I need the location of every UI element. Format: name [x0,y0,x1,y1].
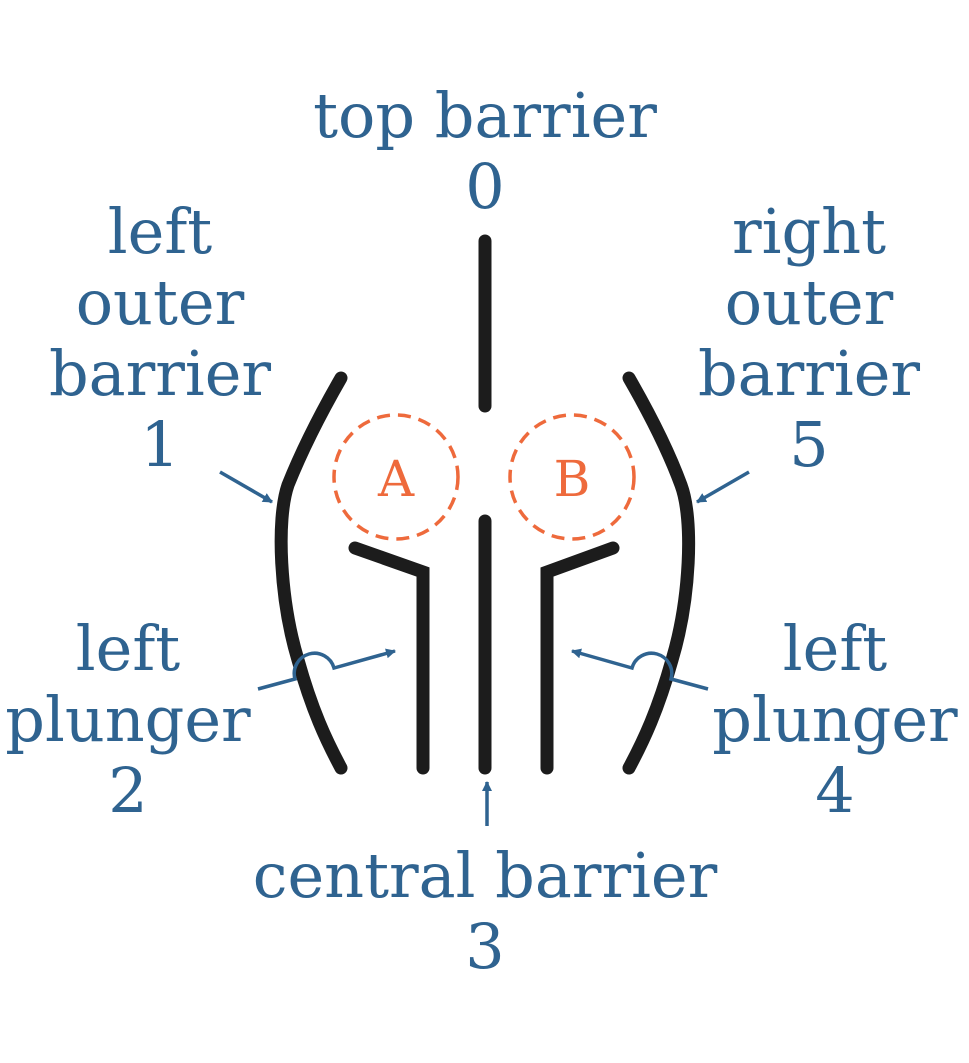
right-plunger-line1: left [783,612,887,685]
right-outer-line2: outer [725,266,894,339]
right-plunger-number: 4 [815,754,854,827]
right-outer-line1: right [732,195,886,268]
left-outer-line3: barrier [49,337,271,410]
right-plunger-line2: plunger [712,683,958,756]
left-plunger-number: 2 [108,754,147,827]
right-plunger [540,541,620,775]
right-outer-number: 5 [789,408,828,481]
chamber-a-circle [332,413,460,541]
left-outer-number: 1 [140,408,179,481]
left-plunger-arrow [257,648,396,691]
left-plunger-line2: plunger [5,683,251,756]
right-outer-line3: barrier [698,337,920,410]
chamber-b-label: B [554,450,591,508]
left-plunger-line1: left [76,612,180,685]
right-outer-barrier [622,371,696,775]
left-outer-barrier-label: left outer barrier 1 [49,195,271,481]
chamber-b-circle [508,413,636,541]
left-outer-arrow [219,470,273,504]
left-outer-line2: outer [76,266,245,339]
right-plunger-arrow [571,648,709,691]
left-outer-barrier [274,371,348,775]
top-barrier-text: top barrier [313,79,657,152]
central-barrier-label: central barrier 3 [253,839,718,983]
central-barrier-text: central barrier [253,839,718,912]
top-barrier-label: top barrier 0 [313,79,657,223]
left-plunger-label: left plunger 2 [5,612,251,827]
central-barrier-number: 3 [465,910,504,983]
left-outer-line1: left [108,195,212,268]
left-plunger [348,541,430,775]
right-outer-barrier-label: right outer barrier 5 [698,195,920,481]
chamber-a-label: A [377,450,415,508]
right-plunger-label: left plunger 4 [712,612,958,827]
top-barrier-number: 0 [465,150,504,223]
right-outer-arrow [696,470,750,504]
